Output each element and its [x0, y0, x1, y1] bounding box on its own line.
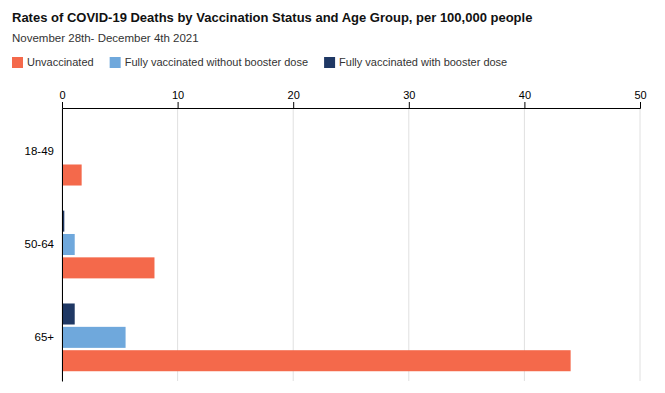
- legend-label: Fully vaccinated with booster dose: [339, 56, 507, 68]
- grid-line: [62, 108, 63, 381]
- x-tick: 10: [172, 89, 184, 108]
- bar: [62, 257, 154, 278]
- x-tick: 20: [288, 89, 300, 108]
- legend-item: Fully vaccinated with booster dose: [324, 56, 507, 68]
- x-tick-mark: [178, 102, 179, 108]
- bars: [62, 164, 571, 371]
- bar: [62, 327, 126, 348]
- x-tick-label: 0: [59, 89, 65, 101]
- grid-line: [640, 108, 641, 381]
- x-tick-label: 40: [519, 89, 531, 101]
- x-tick: 40: [519, 89, 531, 108]
- x-axis: 0 10 20 30 40 50: [59, 89, 646, 109]
- x-axis-line: [63, 102, 641, 109]
- y-tick-label: 65+: [34, 331, 54, 343]
- y-tick: 18-49: [25, 145, 62, 157]
- x-tick-mark: [640, 102, 641, 108]
- x-tick: 50: [634, 89, 646, 108]
- x-tick-mark: [293, 102, 294, 108]
- legend-swatch: [324, 57, 335, 68]
- chart-container: Rates of COVID-19 Deaths by Vaccination …: [0, 0, 665, 393]
- grid-line: [524, 108, 525, 381]
- plot: 0 10 20 30 40 50 18-49 50-64 65+: [25, 89, 647, 382]
- series: [62, 164, 571, 371]
- x-tick: 0: [59, 89, 65, 108]
- legend-label: Fully vaccinated without booster dose: [125, 56, 308, 68]
- legend-swatch: [110, 57, 121, 68]
- y-tick-label: 18-49: [25, 145, 54, 157]
- y-axis: 18-49 50-64 65+: [25, 109, 63, 382]
- x-tick: 30: [403, 89, 415, 108]
- legend-item: Unvaccinated: [12, 56, 94, 68]
- grid-line: [293, 108, 294, 381]
- series: [62, 234, 126, 348]
- grid-line: [408, 108, 409, 381]
- legend-label: Unvaccinated: [27, 56, 94, 68]
- y-tick: 50-64: [25, 238, 62, 250]
- y-axis-line: [62, 109, 63, 382]
- series: [62, 211, 75, 325]
- x-tick-mark: [62, 102, 63, 108]
- grid-line: [177, 108, 178, 381]
- bar: [62, 350, 571, 371]
- title: Rates of COVID-19 Deaths by Vaccination …: [12, 10, 532, 25]
- legend-item: Fully vaccinated without booster dose: [110, 56, 308, 68]
- x-tick-label: 30: [403, 89, 415, 101]
- subtitle: November 28th- December 4th 2021: [12, 32, 199, 44]
- y-tick: 65+: [34, 331, 62, 343]
- legend: Unvaccinated Fully vaccinated without boo…: [12, 56, 507, 68]
- bar: [62, 164, 82, 185]
- y-tick-label: 50-64: [25, 238, 55, 250]
- bar: [62, 234, 75, 255]
- x-tick-label: 10: [172, 89, 184, 101]
- x-tick-mark: [524, 102, 525, 108]
- chart: Rates of COVID-19 Deaths by Vaccination …: [0, 0, 665, 393]
- grid: [62, 108, 640, 381]
- x-tick-label: 50: [634, 89, 646, 101]
- bar: [62, 303, 75, 324]
- x-tick-label: 20: [288, 89, 300, 101]
- x-tick-mark: [409, 102, 410, 108]
- legend-swatch: [12, 57, 23, 68]
